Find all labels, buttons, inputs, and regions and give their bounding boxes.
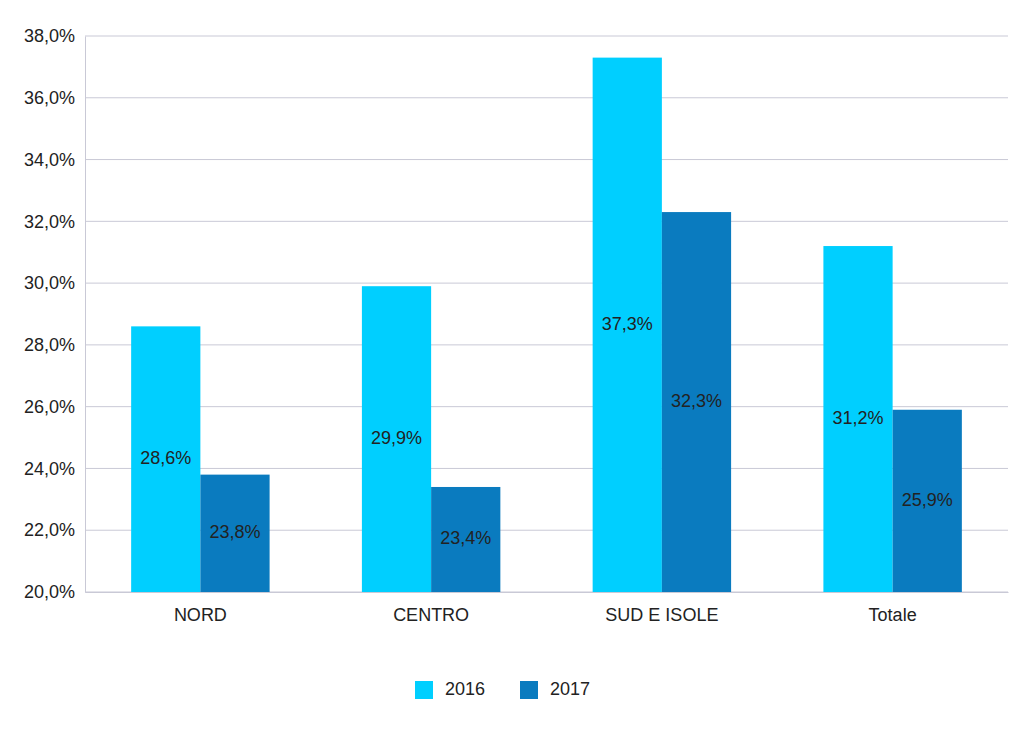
data-labels: 28,6% 29,9% 37,3% 31,2% 23,8% 23,4% 32,3% 25,9% bbox=[140, 314, 953, 549]
bar bbox=[593, 58, 662, 592]
y-tick: 22,0% bbox=[24, 520, 85, 540]
x-axis-line bbox=[86, 592, 1009, 593]
bar bbox=[431, 487, 500, 592]
data-label: 32,3% bbox=[671, 391, 722, 411]
data-label: 25,9% bbox=[902, 490, 953, 510]
legend-item: 2016 bbox=[415, 679, 485, 699]
x-tick-label: Totale bbox=[869, 605, 917, 625]
y-tick-label: 26,0% bbox=[24, 397, 75, 417]
x-tick-label: CENTRO bbox=[393, 605, 469, 625]
y-tick-label: 32,0% bbox=[24, 212, 75, 232]
legend-swatch bbox=[415, 681, 433, 699]
y-tick-label: 36,0% bbox=[24, 88, 75, 108]
x-axis: NORD CENTRO SUD E ISOLE Totale bbox=[86, 592, 1009, 625]
y-tick-label: 30,0% bbox=[24, 273, 75, 293]
y-tick: 34,0% bbox=[24, 150, 85, 170]
x-tick: SUD E ISOLE bbox=[605, 592, 718, 625]
y-tick-label: 22,0% bbox=[24, 520, 75, 540]
y-tick-label: 38,0% bbox=[24, 26, 75, 46]
y-tick: 36,0% bbox=[24, 88, 85, 108]
grid-line bbox=[85, 36, 1008, 37]
y-tick: 26,0% bbox=[24, 397, 85, 417]
y-tick-label: 24,0% bbox=[24, 459, 75, 479]
x-tick: NORD bbox=[174, 592, 227, 625]
grid-line bbox=[85, 97, 1008, 98]
y-tick-label: 34,0% bbox=[24, 150, 75, 170]
data-label: 31,2% bbox=[832, 408, 883, 428]
data-label: 23,4% bbox=[440, 528, 491, 548]
bar bbox=[823, 246, 892, 592]
y-tick: 24,0% bbox=[24, 459, 85, 479]
y-tick: 28,0% bbox=[24, 335, 85, 355]
data-label: 28,6% bbox=[140, 448, 191, 468]
grid-line bbox=[85, 221, 1008, 222]
bar bbox=[662, 212, 731, 592]
legend-label: 2016 bbox=[445, 679, 485, 699]
x-tick-label: NORD bbox=[174, 605, 227, 625]
x-tick: Totale bbox=[869, 592, 917, 625]
grid-line bbox=[85, 159, 1008, 160]
y-tick-label: 28,0% bbox=[24, 335, 75, 355]
bars bbox=[131, 58, 962, 592]
data-label: 37,3% bbox=[602, 314, 653, 334]
legend-swatch bbox=[520, 681, 538, 699]
y-tick: 32,0% bbox=[24, 212, 85, 232]
bar bbox=[362, 286, 431, 592]
y-tick: 30,0% bbox=[24, 273, 85, 293]
chart: 20,0% 22,0% 24,0% 26,0% 28,0% 30,0% 32,0% 34,0%… bbox=[0, 0, 1024, 734]
legend-label: 2017 bbox=[550, 679, 590, 699]
bar bbox=[893, 410, 962, 592]
plot: 20,0% 22,0% 24,0% 26,0% 28,0% 30,0% 32,0% 34,0%… bbox=[24, 26, 1009, 625]
legend: 2016 2017 bbox=[415, 679, 590, 699]
x-tick-label: SUD E ISOLE bbox=[605, 605, 718, 625]
data-label: 29,9% bbox=[371, 428, 422, 448]
grid bbox=[85, 36, 1008, 592]
legend-item: 2017 bbox=[520, 679, 590, 699]
y-tick: 20,0% bbox=[24, 582, 85, 602]
bar bbox=[200, 475, 269, 592]
bar bbox=[131, 326, 200, 592]
y-tick-label: 20,0% bbox=[24, 582, 75, 602]
data-label: 23,8% bbox=[209, 522, 260, 542]
y-tick: 38,0% bbox=[24, 26, 85, 46]
y-axis: 20,0% 22,0% 24,0% 26,0% 28,0% 30,0% 32,0% 34,0%… bbox=[24, 26, 86, 602]
y-axis-line bbox=[85, 37, 86, 593]
x-tick: CENTRO bbox=[393, 592, 469, 625]
